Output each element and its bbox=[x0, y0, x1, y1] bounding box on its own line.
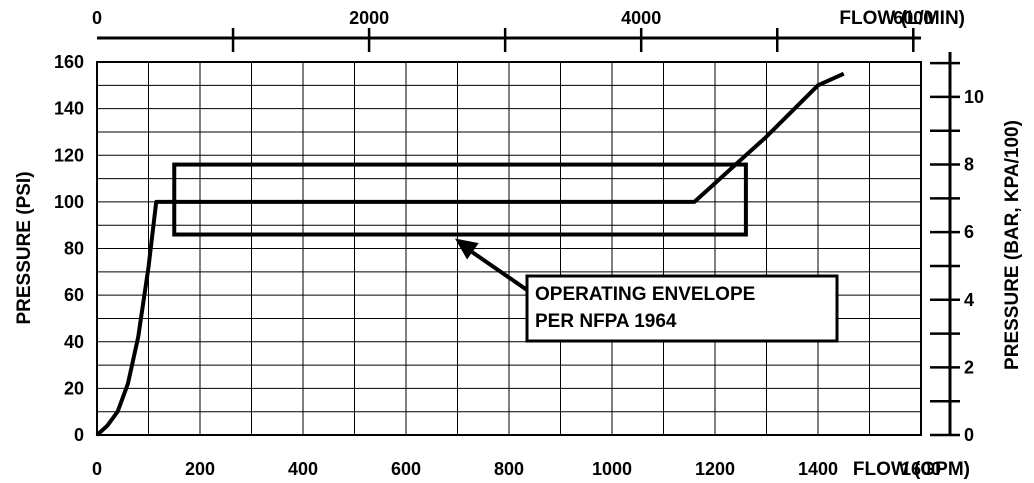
plot-frame bbox=[96, 61, 922, 436]
y-tick-label: 120 bbox=[54, 145, 84, 165]
y-tick-label: 40 bbox=[64, 332, 84, 352]
top-axis-title: FLOW (L/MIN) bbox=[839, 8, 965, 29]
right-axis-title: PRESSURE (BAR, KPA/100) bbox=[1002, 120, 1023, 370]
y-tick-label: 60 bbox=[64, 285, 84, 305]
grid bbox=[97, 62, 921, 435]
right-axis-tick-label: 0 bbox=[964, 425, 974, 445]
right-axis: 0 2 4 6 8 10 bbox=[930, 52, 984, 445]
y-axis-title: PRESSURE (PSI) bbox=[14, 171, 35, 324]
right-axis-tick-label: 6 bbox=[964, 222, 974, 242]
x-tick-label: 600 bbox=[391, 459, 421, 479]
right-axis-tick-label: 4 bbox=[964, 290, 974, 310]
right-axis-tick-label: 8 bbox=[964, 155, 974, 175]
y-tick-labels: 0 20 40 60 80 100 120 140 160 bbox=[54, 52, 84, 445]
y-tick-label: 20 bbox=[64, 378, 84, 398]
x-tick-label: 1000 bbox=[592, 459, 632, 479]
x-tick-label: 1400 bbox=[798, 459, 838, 479]
y-tick-label: 140 bbox=[54, 99, 84, 119]
x-tick-label: 0 bbox=[92, 459, 102, 479]
x-tick-labels: 0 200 400 600 800 1000 1200 1400 1600 bbox=[92, 459, 941, 479]
x-tick-label: 400 bbox=[288, 459, 318, 479]
top-axis-tick-label: 4000 bbox=[621, 8, 661, 28]
y-tick-label: 160 bbox=[54, 52, 84, 72]
annotation-box bbox=[525, 274, 839, 343]
annotation-arrow-shaft bbox=[465, 246, 529, 292]
x-tick-label: 200 bbox=[185, 459, 215, 479]
annotation-text: PER NFPA 1964 bbox=[535, 311, 677, 332]
pump-curve-line bbox=[95, 71, 845, 437]
annotation-arrow-head bbox=[455, 238, 479, 260]
x-tick-label: 1200 bbox=[695, 459, 735, 479]
operating-envelope bbox=[172, 162, 748, 237]
y-tick-label: 100 bbox=[54, 192, 84, 212]
right-axis-tick-label: 10 bbox=[964, 87, 984, 107]
top-axis-tick-label: 0 bbox=[92, 8, 102, 28]
x-tick-label: 800 bbox=[494, 459, 524, 479]
y-tick-label: 80 bbox=[64, 239, 84, 259]
right-axis-tick-label: 2 bbox=[964, 357, 974, 377]
annotation: OPERATING ENVELOPE PER NFPA 1964 bbox=[455, 238, 839, 343]
plot-border bbox=[96, 61, 922, 436]
x-tick-label: 1600 bbox=[901, 459, 941, 479]
top-axis: 0 2000 4000 6000 bbox=[92, 8, 933, 52]
envelope-rect bbox=[172, 162, 748, 237]
y-tick-label: 0 bbox=[74, 425, 84, 445]
top-axis-tick-label: 6000 bbox=[893, 8, 933, 28]
series-group bbox=[95, 71, 845, 437]
top-axis-tick-label: 2000 bbox=[349, 8, 389, 28]
annotation-text: OPERATING ENVELOPE bbox=[535, 284, 755, 305]
x-axis-title: FLOW (GPM) bbox=[853, 459, 970, 480]
